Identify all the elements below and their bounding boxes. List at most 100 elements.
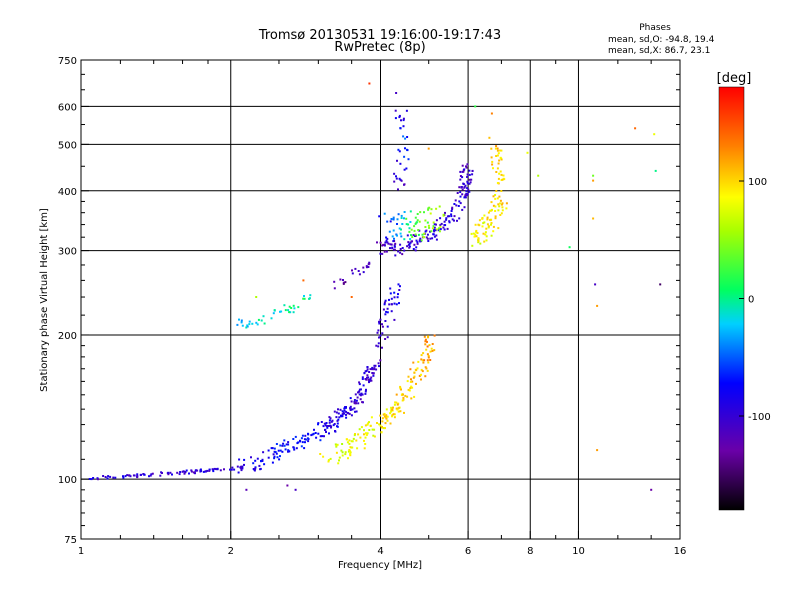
data-point xyxy=(384,313,387,316)
data-point xyxy=(330,426,332,429)
data-point xyxy=(253,469,256,472)
x-tick-label: 16 xyxy=(674,546,687,557)
data-point xyxy=(128,474,130,477)
data-point xyxy=(471,173,474,176)
data-point xyxy=(237,471,240,474)
data-point xyxy=(381,420,384,423)
data-point xyxy=(427,356,430,359)
data-point xyxy=(385,414,388,417)
data-point xyxy=(498,205,501,208)
data-point xyxy=(383,250,386,253)
data-point xyxy=(327,460,330,463)
data-point xyxy=(468,173,471,176)
data-point xyxy=(424,226,427,228)
data-point xyxy=(402,117,405,120)
data-point xyxy=(439,217,442,220)
data-point xyxy=(351,446,354,449)
data-point xyxy=(303,297,306,300)
data-point xyxy=(501,206,504,209)
data-point xyxy=(462,170,465,173)
data-point xyxy=(358,393,361,396)
data-point xyxy=(303,438,306,441)
data-point xyxy=(481,225,484,228)
data-point xyxy=(385,250,388,253)
data-point xyxy=(271,447,274,450)
data-point xyxy=(497,152,500,155)
data-point xyxy=(489,219,492,222)
data-point xyxy=(418,220,421,223)
data-point xyxy=(429,237,432,240)
data-point xyxy=(324,428,327,431)
data-point xyxy=(461,188,464,191)
data-point xyxy=(405,217,408,220)
data-point xyxy=(344,406,347,409)
data-point xyxy=(393,245,396,248)
data-point xyxy=(495,145,498,148)
data-point xyxy=(333,423,336,425)
data-point xyxy=(371,366,374,369)
data-point xyxy=(402,135,405,138)
data-point xyxy=(395,401,398,404)
data-point xyxy=(456,192,459,194)
data-point xyxy=(377,329,380,332)
data-point xyxy=(486,218,489,221)
data-point xyxy=(381,425,383,428)
data-point xyxy=(422,352,425,355)
data-point xyxy=(427,147,430,150)
data-point xyxy=(393,237,395,240)
data-point xyxy=(402,119,405,122)
data-point xyxy=(373,435,376,438)
data-point xyxy=(360,392,363,395)
data-point xyxy=(377,342,380,345)
data-point xyxy=(390,297,393,300)
data-point xyxy=(190,470,193,473)
data-point xyxy=(390,410,393,413)
data-point xyxy=(271,461,274,464)
data-point xyxy=(477,237,480,240)
data-point xyxy=(202,470,205,473)
data-point xyxy=(270,317,273,320)
data-point xyxy=(367,266,370,268)
data-point xyxy=(403,249,406,252)
data-point xyxy=(348,450,351,453)
data-point xyxy=(213,467,216,470)
data-point xyxy=(634,127,637,130)
data-point xyxy=(238,318,240,321)
data-point xyxy=(406,395,409,398)
data-point xyxy=(444,224,447,227)
data-point xyxy=(451,206,454,209)
data-point xyxy=(399,162,402,165)
data-point xyxy=(321,435,324,438)
data-point xyxy=(167,473,170,476)
data-point xyxy=(472,232,475,235)
data-point xyxy=(279,310,281,313)
data-point xyxy=(349,397,352,400)
data-point xyxy=(293,307,296,310)
data-point xyxy=(476,232,479,234)
data-point xyxy=(327,459,330,462)
data-point xyxy=(448,221,451,224)
data-point xyxy=(450,215,453,218)
data-point xyxy=(419,237,422,240)
data-point xyxy=(498,195,501,198)
data-point xyxy=(179,471,182,473)
data-point xyxy=(496,154,499,157)
data-point xyxy=(255,321,258,324)
data-point xyxy=(401,223,404,225)
data-point xyxy=(413,243,416,246)
y-tick-label: 400 xyxy=(58,187,77,198)
data-point xyxy=(459,195,462,198)
data-point xyxy=(324,424,327,427)
data-point xyxy=(499,156,502,159)
data-point xyxy=(390,310,393,313)
data-point xyxy=(287,309,290,312)
data-point xyxy=(383,244,386,247)
data-point xyxy=(287,443,290,446)
data-point xyxy=(418,229,421,232)
data-point xyxy=(482,222,485,225)
data-point xyxy=(459,170,462,173)
data-point xyxy=(363,372,366,374)
data-point xyxy=(477,223,480,226)
data-point xyxy=(399,385,402,388)
data-point xyxy=(497,162,500,165)
